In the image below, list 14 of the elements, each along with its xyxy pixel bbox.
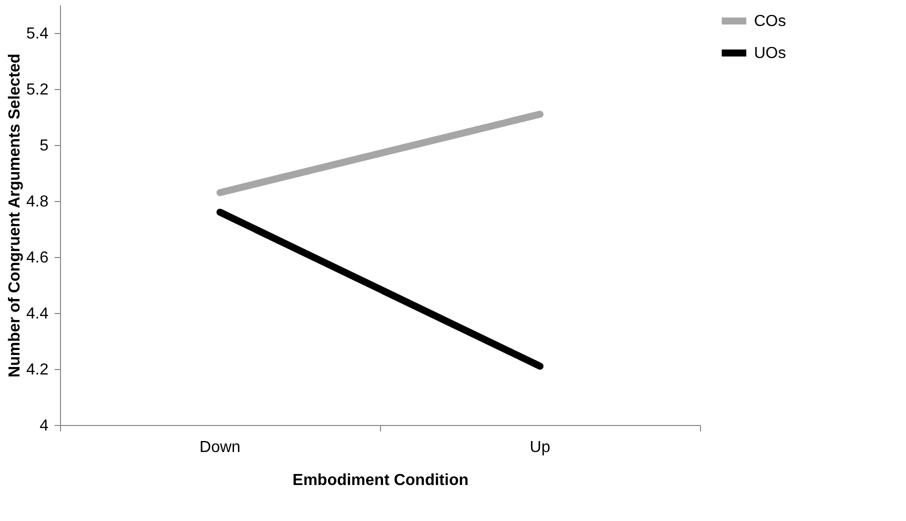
y-tick-label: 4.4	[26, 306, 49, 322]
y-tick-label: 5.4	[26, 26, 49, 42]
y-axis-title: Number of Congruent Arguments Selected	[6, 54, 24, 378]
x-tick-label: Up	[530, 439, 550, 456]
y-tick-label: 5	[40, 138, 49, 154]
y-tick-label: 5.2	[26, 82, 49, 98]
y-tick-label: 4.2	[26, 362, 49, 378]
x-axis-title: Embodiment Condition	[292, 472, 468, 489]
y-tick-label: 4	[40, 418, 49, 434]
legend-label: UOs	[754, 45, 786, 62]
y-tick-label: 4.8	[26, 194, 49, 210]
legend-label: COs	[754, 13, 786, 30]
x-tick-label: Down	[200, 439, 240, 456]
y-tick-label: 4.6	[26, 250, 49, 266]
